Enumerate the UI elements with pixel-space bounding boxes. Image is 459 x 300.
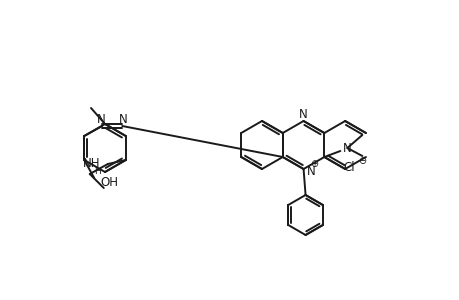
Text: OH: OH <box>100 176 118 188</box>
Text: N: N <box>342 142 351 154</box>
Text: H: H <box>94 167 101 176</box>
Text: NH: NH <box>83 157 101 169</box>
Text: N: N <box>298 107 307 121</box>
Text: ⊕: ⊕ <box>310 159 318 169</box>
Text: N: N <box>306 164 314 178</box>
Text: Cl: Cl <box>343 160 355 173</box>
Text: N: N <box>118 112 127 125</box>
Text: N: N <box>97 112 106 125</box>
Text: ⊖: ⊖ <box>358 156 366 166</box>
